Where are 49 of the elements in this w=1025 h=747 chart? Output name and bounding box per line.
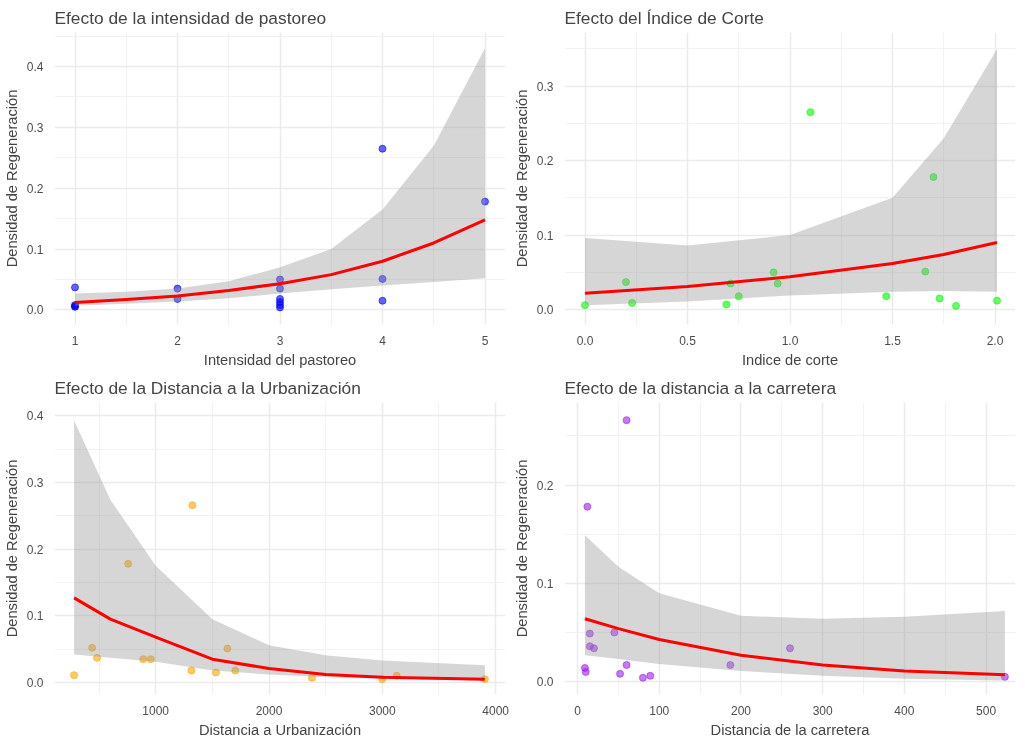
x-axis-title: Distancia de la carretera (710, 721, 871, 738)
x-tick-label: 2 (174, 333, 182, 348)
y-tick-label: 0.0 (536, 675, 554, 690)
y-tick-label: 0.1 (536, 228, 554, 243)
y-tick-label: 0.2 (26, 542, 44, 557)
y-tick-label: 0.3 (26, 120, 44, 135)
x-tick-label: 5 (481, 333, 489, 348)
x-tick-label: 0 (574, 703, 582, 718)
x-axis-title: Intensidad del pastoreo (203, 351, 357, 368)
x-tick-label: 400 (894, 703, 915, 718)
y-tick-label: 0.2 (536, 154, 554, 169)
y-tick-label: 0.0 (536, 303, 554, 318)
y-tick-label: 0.0 (26, 676, 44, 690)
x-tick-label: 3000 (368, 703, 396, 718)
x-tick-label: 200 (730, 703, 752, 718)
y-tick-label: 0.2 (536, 478, 554, 493)
y-tick-label: 0.1 (536, 576, 554, 591)
chart-title: Efecto del Índice de Corte (564, 7, 764, 28)
x-tick-label: 1.0 (781, 333, 799, 348)
chart-title: Efecto de la distancia a la carretera (564, 377, 837, 398)
y-axis-title: Densidad de Regeneración (3, 459, 20, 638)
chart-title: Efecto de la Distancia a la Urbanización (54, 377, 361, 398)
x-tick-label: 3 (276, 333, 284, 348)
x-tick-label: 0.0 (576, 333, 594, 348)
chart-title: Efecto de la intensidad de pastoreo (54, 7, 327, 28)
x-tick-label: 4 (379, 333, 387, 348)
y-tick-label: 0.3 (26, 476, 44, 490)
x-tick-label: 500 (976, 703, 997, 718)
x-tick-label: 1 (71, 333, 79, 348)
y-axis-title: Densidad de Regeneración (3, 89, 20, 268)
x-axis-title: Distancia a Urbanización (198, 721, 362, 738)
x-tick-label: 4000 (482, 703, 510, 718)
y-axis-title: Densidad de Regeneración (513, 459, 530, 638)
x-tick-label: 1.5 (884, 333, 902, 348)
y-tick-label: 0.2 (26, 181, 44, 196)
y-tick-label: 0.4 (26, 409, 44, 424)
x-tick-label: 2000 (255, 703, 283, 718)
y-tick-label: 0.3 (536, 79, 554, 94)
x-tick-label: 0.5 (679, 333, 697, 348)
y-tick-label: 0.0 (26, 303, 44, 318)
y-tick-label: 0.4 (26, 60, 44, 75)
y-tick-label: 0.1 (26, 242, 44, 257)
y-axis-title: Densidad de Regeneración (513, 89, 530, 268)
x-tick-label: 300 (812, 703, 834, 718)
x-axis-title: Indice de corte (741, 351, 839, 368)
x-tick-label: 2.0 (986, 333, 1004, 348)
x-tick-label: 100 (649, 703, 670, 718)
x-tick-label: 1000 (142, 703, 170, 718)
y-tick-label: 0.1 (26, 609, 44, 624)
